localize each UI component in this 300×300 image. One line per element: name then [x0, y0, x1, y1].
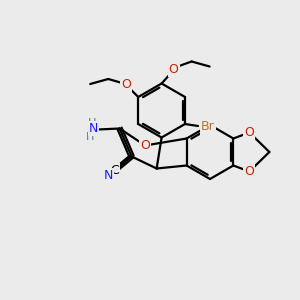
Text: N: N [104, 169, 113, 182]
Text: O: O [169, 63, 178, 76]
Text: Br: Br [201, 121, 215, 134]
Text: N: N [89, 122, 98, 135]
Text: O: O [140, 139, 150, 152]
Text: O: O [121, 79, 131, 92]
Text: H: H [87, 118, 96, 128]
Text: O: O [244, 165, 254, 178]
Text: H: H [85, 131, 94, 142]
Text: O: O [244, 126, 254, 139]
Text: C: C [110, 164, 119, 177]
